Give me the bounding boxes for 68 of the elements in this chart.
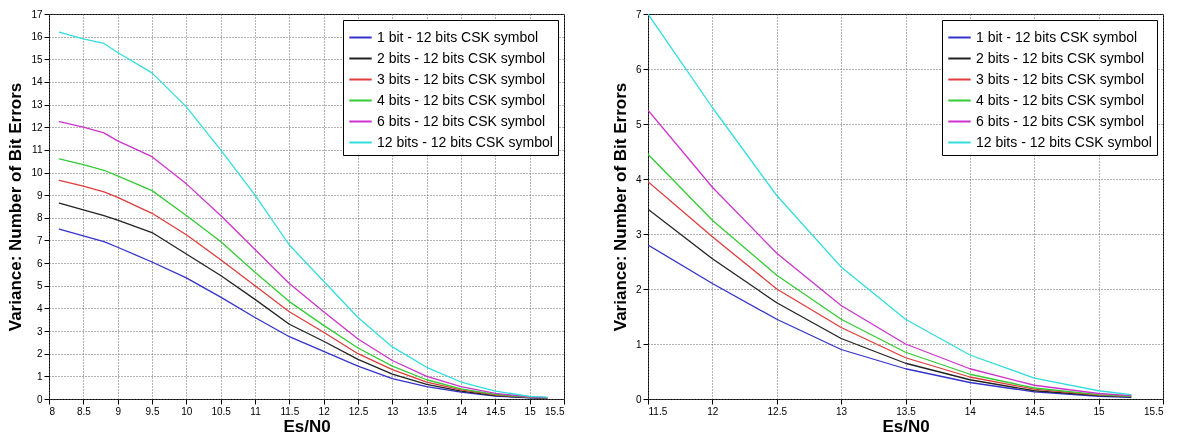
y-tick-label: 11 [32, 144, 43, 156]
y-tick-label: 14 [31, 76, 43, 88]
y-tick-label: 12 [31, 121, 43, 133]
x-axis-title: Es/N0 [882, 416, 930, 436]
x-tick-label: 11 [250, 405, 262, 417]
y-tick-label: 10 [31, 167, 43, 179]
legend-label: 4 bits - 12 bits CSK symbol [976, 91, 1145, 108]
x-tick-label: 14.5 [486, 405, 506, 417]
y-tick-label: 0 [36, 393, 43, 405]
y-tick-label: 6 [635, 63, 642, 75]
legend-label: 6 bits - 12 bits CSK symbol [377, 112, 546, 129]
x-tick-label: 15 [524, 405, 537, 417]
x-axis-title: Es/N0 [283, 416, 331, 436]
x-tick-label: 13.5 [896, 405, 917, 417]
legend-label: 12 bits - 12 bits CSK symbol [976, 133, 1152, 150]
y-tick-label: 17 [31, 8, 43, 20]
y-axis-title: Variance: Number of Bit Errors [6, 82, 26, 332]
x-tick-label: 14 [455, 405, 468, 417]
x-tick-label: 14 [964, 405, 977, 417]
y-tick-label: 7 [36, 234, 43, 246]
x-tick-label: 13.5 [417, 405, 438, 417]
x-tick-label: 12.5 [348, 405, 369, 417]
y-tick-label: 5 [635, 118, 642, 130]
x-tick-label: 9 [115, 405, 122, 417]
legend-label: 3 bits - 12 bits CSK symbol [976, 70, 1145, 87]
x-tick-label: 13 [836, 405, 848, 417]
y-tick-label: 7 [635, 8, 642, 20]
y-axis-title: Variance: Number of Bit Errors [610, 82, 630, 332]
x-tick-label: 9.5 [145, 405, 160, 417]
y-tick-label: 9 [36, 189, 43, 201]
x-tick-label: 15.5 [545, 405, 565, 417]
x-tick-label: 12 [318, 405, 331, 417]
y-tick-label: 3 [36, 325, 43, 337]
legend-label: 12 bits - 12 bits CSK symbol [377, 133, 553, 150]
y-tick-label: 16 [31, 31, 43, 43]
legend-label: 2 bits - 12 bits CSK symbol [377, 49, 546, 66]
y-tick-label: 0 [635, 393, 642, 405]
y-tick-label: 5 [36, 280, 43, 292]
x-tick-label: 11.5 [648, 405, 668, 417]
y-tick-label: 13 [31, 99, 43, 111]
y-tick-label: 1 [36, 370, 43, 382]
x-tick-label: 12 [707, 405, 719, 417]
legend-label: 3 bits - 12 bits CSK symbol [377, 70, 546, 87]
legend-label: 2 bits - 12 bits CSK symbol [976, 49, 1145, 66]
x-tick-label: 10.5 [211, 405, 232, 417]
y-tick-label: 15 [31, 53, 43, 65]
x-tick-label: 14.5 [1025, 405, 1045, 417]
x-tick-label: 15 [1093, 405, 1106, 417]
legend-label: 1 bit - 12 bits CSK symbol [976, 28, 1138, 45]
x-tick-label: 8 [49, 405, 56, 417]
x-tick-label: 15.5 [1144, 405, 1164, 417]
x-tick-label: 12.5 [767, 405, 788, 417]
line-series [648, 244, 1132, 398]
legend-label: 4 bits - 12 bits CSK symbol [377, 91, 546, 108]
x-tick-label: 11.5 [280, 405, 300, 417]
y-tick-label: 1 [635, 338, 642, 350]
legend-label: 6 bits - 12 bits CSK symbol [976, 112, 1145, 129]
x-tick-label: 13 [387, 405, 399, 417]
y-tick-label: 4 [635, 173, 642, 185]
y-tick-label: 6 [36, 257, 43, 269]
x-tick-label: 10 [181, 405, 193, 417]
y-tick-label: 2 [635, 283, 642, 295]
legend-label: 1 bit - 12 bits CSK symbol [377, 28, 539, 45]
x-tick-label: 8.5 [76, 405, 92, 417]
y-tick-label: 4 [36, 302, 43, 314]
y-tick-label: 2 [36, 348, 43, 360]
y-tick-label: 8 [36, 212, 43, 224]
y-tick-label: 3 [635, 228, 642, 240]
